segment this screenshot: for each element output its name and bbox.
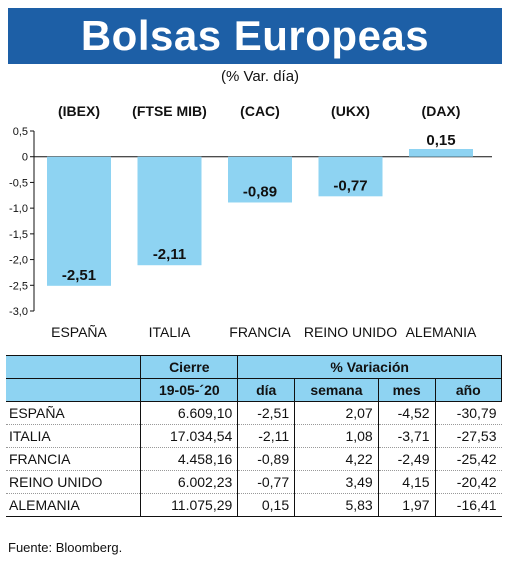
table-row: ALEMANIA 11.075,29 0,15 5,83 1,97 -16,41	[6, 493, 502, 517]
table-cell: 6.002,23	[140, 470, 238, 494]
subheader-4: año	[434, 378, 503, 402]
table-cell: 3,49	[294, 470, 379, 494]
table-cell: -0,77	[237, 470, 295, 494]
table-cell: -2,51	[237, 401, 295, 425]
y-tick-label: -1,0	[9, 203, 28, 215]
subheader-0: 19-05-´20	[140, 378, 239, 402]
y-tick-label: -0,5	[9, 177, 28, 189]
table-cell: 1,97	[377, 493, 436, 517]
index-label: (UKX)	[331, 103, 370, 119]
table-cell: -25,42	[434, 447, 502, 471]
source-note: Fuente: Bloomberg.	[8, 540, 123, 555]
category-label: ITALIA	[149, 324, 191, 340]
subheader-1: día	[237, 378, 296, 402]
header-variacion: % Variación	[237, 355, 502, 379]
category-label: FRANCIA	[229, 324, 291, 340]
index-label: (IBEX)	[58, 103, 100, 119]
value-label: -0,89	[243, 183, 277, 200]
chart-title: Bolsas Europeas	[80, 12, 430, 59]
table-row: ITALIA 17.034,54 -2,11 1,08 -3,71 -27,53	[6, 424, 502, 448]
table-corner-2	[6, 378, 142, 402]
table-cell: 2,07	[294, 401, 379, 425]
category-label: REINO UNIDO	[304, 324, 397, 340]
category-label: ESPAÑA	[51, 324, 107, 340]
table-row: REINO UNIDO 6.002,23 -0,77 3,49 4,15 -20,42	[6, 470, 502, 494]
y-tick-label: 0,5	[13, 126, 28, 138]
y-tick-label: 0	[22, 152, 28, 164]
table-cell: -0,89	[237, 447, 295, 471]
table-cell: 11.075,29	[140, 493, 238, 517]
bar	[137, 156, 202, 266]
value-label: -2,51	[62, 267, 96, 284]
table-cell: 5,83	[294, 493, 379, 517]
index-label: (CAC)	[240, 103, 280, 119]
header-cierre: Cierre	[140, 355, 239, 379]
row-label: ITALIA	[6, 424, 141, 448]
table-cell: -3,71	[377, 424, 436, 448]
table-cell: -20,42	[434, 470, 502, 494]
bar	[47, 156, 111, 286]
table-cell: -4,52	[377, 401, 436, 425]
y-tick-label: -2,5	[9, 280, 28, 292]
row-label: ESPAÑA	[6, 401, 141, 425]
table-corner	[6, 355, 142, 379]
category-label: ALEMANIA	[406, 324, 477, 340]
table-cell: 0,15	[237, 493, 295, 517]
row-label: REINO UNIDO	[6, 470, 141, 494]
table-cell: 6.609,10	[140, 401, 238, 425]
table-row: FRANCIA 4.458,16 -0,89 4,22 -2,49 -25,42	[6, 447, 502, 471]
value-label: 0,15	[426, 132, 455, 149]
table-cell: 1,08	[294, 424, 379, 448]
chart-subtitle: (% Var. día)	[220, 68, 300, 85]
bar	[318, 156, 383, 197]
subheader-3: mes	[377, 378, 436, 402]
table-cell: -2,11	[237, 424, 295, 448]
subheader-2: semana	[294, 378, 379, 402]
bar-chart: 0,5 0 -0,5 -1,0 -1,5 -2,0 -2,5 -3,0 (IBEX) -2,51 E…	[9, 103, 492, 340]
table-cell: -30,79	[434, 401, 502, 425]
y-tick-label: -3,0	[9, 306, 28, 318]
data-table: Cierre % Variación 19-05-´20 día semana mes…	[6, 355, 503, 517]
bar	[228, 156, 292, 203]
table-cell: -16,41	[434, 493, 502, 517]
table-cell: 17.034,54	[140, 424, 238, 448]
bar	[409, 149, 473, 157]
row-label: FRANCIA	[6, 447, 141, 471]
y-tick-label: -1,5	[9, 229, 28, 241]
y-tick-label: -2,0	[9, 255, 28, 267]
value-label: -2,11	[153, 246, 186, 263]
index-label: (DAX)	[422, 103, 461, 119]
table-cell: 4,15	[377, 470, 436, 494]
table-cell: -27,53	[434, 424, 502, 448]
title-banner: Bolsas Europeas	[8, 8, 502, 64]
row-label: ALEMANIA	[6, 493, 141, 517]
table-row: ESPAÑA 6.609,10 -2,51 2,07 -4,52 -30,79	[6, 401, 502, 425]
table-cell: 4,22	[294, 447, 379, 471]
index-label: (FTSE MIB)	[132, 103, 207, 119]
value-label: -0,77	[333, 177, 367, 194]
table-cell: -2,49	[377, 447, 436, 471]
table-cell: 4.458,16	[140, 447, 238, 471]
